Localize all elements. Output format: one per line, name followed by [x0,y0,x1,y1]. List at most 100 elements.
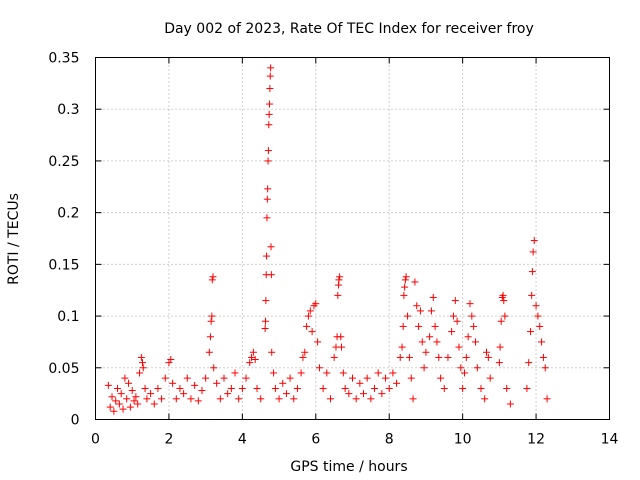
data-point [538,338,546,346]
data-point [125,379,133,387]
data-point [266,72,274,80]
data-point [194,397,202,405]
data-point [497,317,505,325]
data-point [468,312,476,320]
data-point [315,364,323,372]
data-point [360,390,368,398]
data-point [231,369,239,377]
data-point [261,317,269,325]
data-point [363,374,371,382]
data-point [323,369,331,377]
data-point [401,283,409,291]
data-point [261,324,269,332]
data-point [495,359,503,367]
data-point [263,195,271,203]
data-point [143,395,151,403]
data-point [483,348,491,356]
data-point [536,322,544,330]
data-point [455,343,463,351]
data-point [267,243,275,251]
y-tick-label: 0 [71,413,80,429]
data-point [527,328,535,336]
data-point [134,400,142,408]
data-point [427,307,435,315]
data-point [448,328,456,336]
data-point [541,364,549,372]
data-point [401,276,409,284]
data-point [449,312,457,320]
data-point [198,387,206,395]
data-point [466,300,474,308]
data-point [437,374,445,382]
data-point [501,312,509,320]
data-point [306,307,314,315]
data-point [147,390,155,398]
data-point [115,400,123,408]
data-point [106,403,114,411]
data-point [330,353,338,361]
data-point [453,317,461,325]
data-point [460,369,468,377]
data-point [213,379,221,387]
data-point [486,374,494,382]
x-tick-label: 0 [91,432,100,448]
data-point [396,353,404,361]
data-point [136,369,144,377]
data-point [262,297,270,305]
data-point [183,374,191,382]
data-point [429,293,437,301]
data-point [227,384,235,392]
data-point [235,395,243,403]
data-point [253,384,261,392]
data-point [426,333,434,341]
data-point [462,353,470,361]
data-point [251,356,259,364]
data-point [303,322,311,330]
data-point [336,273,344,281]
data-point [431,322,439,330]
data-point [176,384,184,392]
data-point [257,395,265,403]
data-point [532,302,540,310]
data-point [464,333,472,341]
data-point [308,328,316,336]
data-point [208,276,216,284]
data-point [119,405,127,413]
x-tick-label: 14 [601,432,619,448]
data-point [266,100,274,108]
data-point [139,364,147,372]
data-point [304,312,312,320]
data-point [451,297,459,305]
data-point [499,291,507,299]
data-point [104,381,112,389]
data-point [416,307,424,315]
data-points [104,64,551,415]
data-point [264,157,272,165]
data-point [470,322,478,330]
data-point [130,397,138,405]
data-point [382,374,390,382]
data-point [121,374,129,382]
data-point [169,379,177,387]
x-tick-label: 2 [164,432,173,448]
data-point [319,384,327,392]
data-point [543,395,551,403]
data-point [312,300,320,308]
data-point [528,291,536,299]
data-point [415,322,423,330]
data-point [337,343,345,351]
data-point [206,333,214,341]
data-point [126,403,134,411]
y-tick-label: 0.35 [48,51,79,67]
data-point [404,312,412,320]
chart-title: Day 002 of 2023, Rate Of TEC Index for r… [164,21,534,37]
data-point [249,348,257,356]
data-point [167,356,175,364]
data-point [267,271,275,279]
data-point [371,384,379,392]
data-point [400,291,408,299]
data-point [398,343,406,351]
data-point [112,397,120,405]
data-point [459,384,467,392]
data-point [150,400,158,408]
